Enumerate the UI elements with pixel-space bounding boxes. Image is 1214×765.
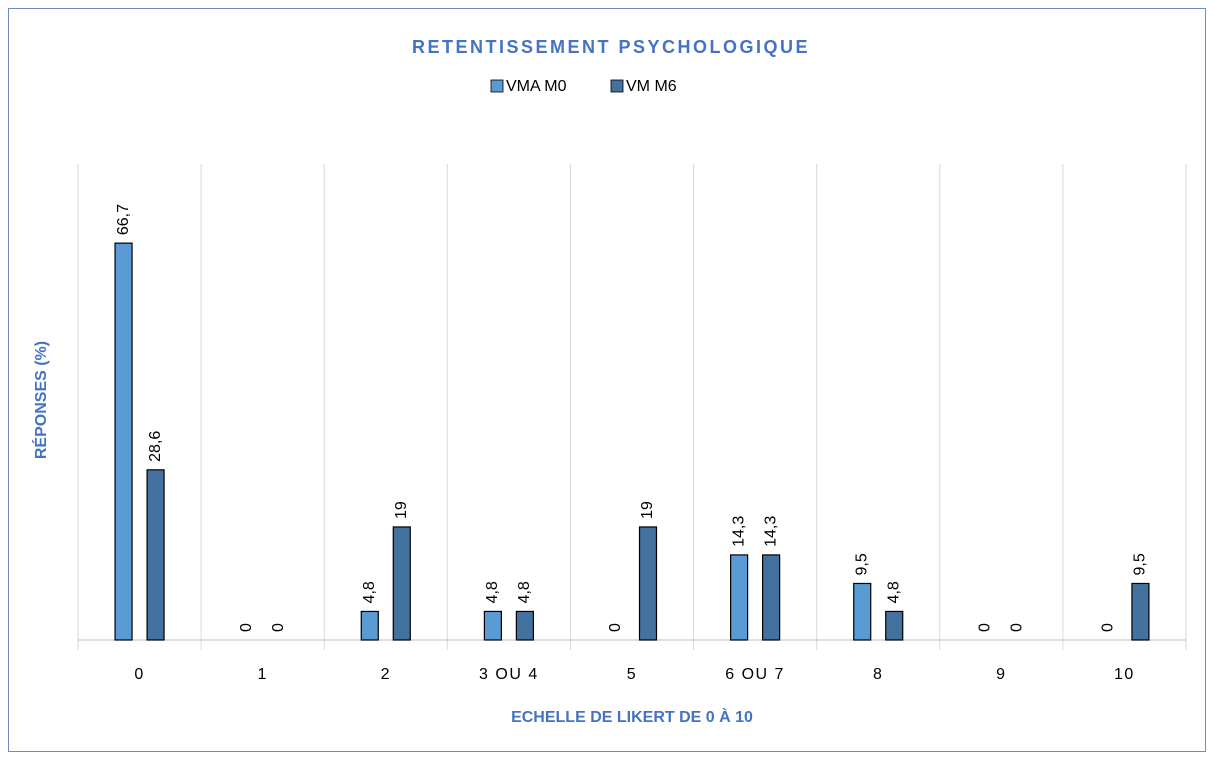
- data-label: 0: [270, 623, 287, 632]
- x-tick-label: 10: [1114, 666, 1135, 683]
- data-label: 0: [607, 623, 624, 632]
- data-label: 19: [639, 501, 656, 519]
- x-tick-label: 8: [873, 666, 883, 683]
- bar: [638, 526, 658, 641]
- data-label: 19: [393, 501, 410, 519]
- bar: [762, 554, 781, 641]
- legend-swatch: [490, 79, 504, 93]
- chart-title: RETENTISSEMENT PSYCHOLOGIQUE: [412, 37, 810, 57]
- data-label: 0: [1009, 623, 1026, 632]
- x-axis-title: ECHELLE DE LIKERT DE 0 À 10: [511, 707, 753, 726]
- data-label: 0: [977, 623, 994, 632]
- data-label: 4,8: [484, 581, 501, 603]
- bar: [853, 582, 872, 641]
- bar: [730, 554, 749, 641]
- legend-swatch: [610, 79, 624, 93]
- data-label: 4,8: [516, 581, 533, 603]
- bar: [1131, 582, 1150, 641]
- data-label: 9,5: [853, 553, 870, 575]
- data-label: 4,8: [885, 581, 902, 603]
- y-axis-title: RÉPONSES (%): [31, 341, 50, 459]
- data-label: 0: [1100, 623, 1117, 632]
- data-label: 9,5: [1132, 553, 1149, 575]
- bar: [392, 526, 411, 641]
- legend-label: VMA M0: [506, 78, 567, 95]
- legend-label: VM M6: [626, 78, 677, 95]
- x-tick-label: 9: [996, 666, 1006, 683]
- bar: [483, 610, 502, 641]
- bar: [885, 610, 904, 641]
- x-tick-label: 2: [381, 666, 391, 683]
- bar: [515, 610, 534, 641]
- chart-frame: [8, 8, 1206, 752]
- data-label: 28,6: [147, 431, 164, 462]
- x-tick-label: 6 OU 7: [725, 666, 785, 683]
- x-tick-label: 5: [627, 666, 637, 683]
- data-label: 66,7: [115, 204, 132, 235]
- data-label: 0: [238, 623, 255, 632]
- bar: [360, 610, 379, 641]
- x-tick-label: 1: [257, 666, 267, 683]
- x-tick-label: 0: [134, 666, 144, 683]
- data-label: 4,8: [361, 581, 378, 603]
- bar: [114, 242, 133, 641]
- data-label: 14,3: [730, 516, 747, 547]
- x-tick-label: 3 OU 4: [479, 666, 539, 683]
- data-label: 14,3: [762, 516, 779, 547]
- bar: [146, 469, 165, 641]
